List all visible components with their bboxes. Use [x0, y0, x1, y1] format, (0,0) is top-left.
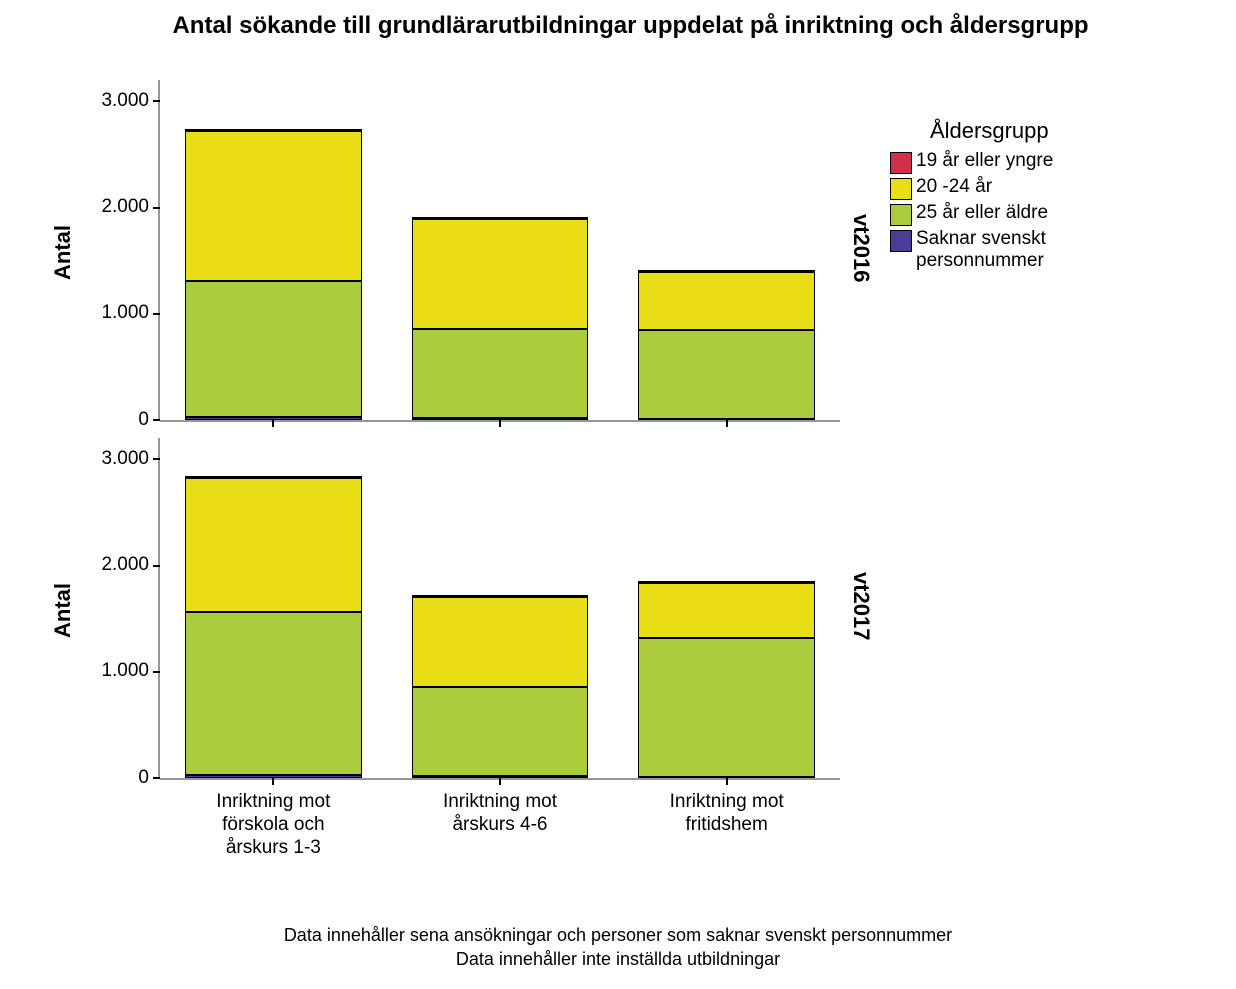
y-tick-label: 2.000 [69, 554, 149, 576]
chart-footnote: Data innehåller sena ansökningar och per… [0, 924, 1236, 971]
y-tick-mark [153, 313, 160, 315]
y-tick-mark [153, 419, 160, 421]
panel-label-vt2016: vt2016 [848, 214, 874, 283]
y-tick-label: 1.000 [69, 660, 149, 682]
bar-group [638, 80, 815, 420]
y-axis-line [158, 80, 160, 420]
bar-segment-s19_younger [638, 581, 815, 583]
y-tick-mark [153, 671, 160, 673]
y-axis-label: Antal [50, 583, 76, 638]
legend-label: Saknar svensktpersonnummer [916, 228, 1046, 272]
bar-segment-s19_younger [185, 129, 362, 131]
y-tick-label: 3.000 [69, 90, 149, 112]
x-tick-mark [272, 420, 274, 427]
legend-label: 20 -24 år [916, 176, 992, 198]
legend-item: 25 år eller äldre [890, 202, 1053, 226]
bar-segment-s19_younger [412, 217, 589, 219]
y-tick-mark [153, 207, 160, 209]
bar-segment-s25_older [412, 687, 589, 776]
bar-segment-s20_24 [638, 583, 815, 638]
y-tick-label: 0 [69, 767, 149, 789]
bar-segment-s20_24 [412, 597, 589, 687]
bar-segment-s25_older [412, 329, 589, 418]
x-tick-mark [272, 778, 274, 785]
y-tick-label: 1.000 [69, 302, 149, 324]
bar-group [185, 438, 362, 778]
bar-segment-s19_younger [412, 595, 589, 597]
y-tick-mark [153, 777, 160, 779]
bar-group [412, 438, 589, 778]
legend-swatch [890, 204, 912, 226]
y-tick-label: 0 [69, 409, 149, 431]
x-tick-mark [499, 420, 501, 427]
x-tick-mark [726, 778, 728, 785]
y-tick-mark [153, 458, 160, 460]
legend-item: Saknar svensktpersonnummer [890, 228, 1053, 272]
bar-segment-s20_24 [638, 272, 815, 329]
x-category-label: Inriktning motförskola ochårskurs 1-3 [164, 791, 383, 859]
panel-label-vt2017: vt2017 [848, 572, 874, 641]
footnote-line-1: Data innehåller sena ansökningar och per… [0, 924, 1236, 947]
legend-item: 20 -24 år [890, 176, 1053, 200]
y-tick-label: 2.000 [69, 196, 149, 218]
y-tick-mark [153, 565, 160, 567]
y-tick-mark [153, 100, 160, 102]
x-tick-mark [726, 420, 728, 427]
x-category-label: Inriktning motårskurs 4-6 [391, 791, 610, 837]
chart-container: Antal sökande till grundlärarutbildninga… [0, 0, 1236, 989]
legend-swatch [890, 230, 912, 252]
bar-segment-s20_24 [412, 219, 589, 330]
bar-segment-s20_24 [185, 478, 362, 612]
bar-segment-s20_24 [185, 131, 362, 281]
legend-title: Åldersgrupp [890, 118, 1053, 144]
legend-item: 19 år eller yngre [890, 150, 1053, 174]
bar-segment-s25_older [185, 612, 362, 776]
y-tick-label: 3.000 [69, 448, 149, 470]
legend-label: 19 år eller yngre [916, 150, 1053, 172]
bar-segment-s25_older [185, 281, 362, 417]
legend: Åldersgrupp 19 år eller yngre 20 -24 år 25 … [890, 118, 1053, 274]
bar-segment-s19_younger [638, 270, 815, 272]
y-axis-line [158, 438, 160, 778]
bar-segment-s25_older [638, 638, 815, 777]
legend-swatch [890, 178, 912, 200]
bar-group [638, 438, 815, 778]
legend-swatch [890, 152, 912, 174]
bar-group [185, 80, 362, 420]
x-category-label: Inriktning motfritidshem [617, 791, 836, 837]
bar-segment-s19_younger [185, 476, 362, 478]
footnote-line-2: Data innehåller inte inställda utbildnin… [0, 948, 1236, 971]
bar-group [412, 80, 589, 420]
legend-label: 25 år eller äldre [916, 202, 1048, 224]
x-tick-mark [499, 778, 501, 785]
chart-title: Antal sökande till grundlärarutbildninga… [45, 12, 1216, 40]
bar-segment-s25_older [638, 330, 815, 419]
y-axis-label: Antal [50, 225, 76, 280]
